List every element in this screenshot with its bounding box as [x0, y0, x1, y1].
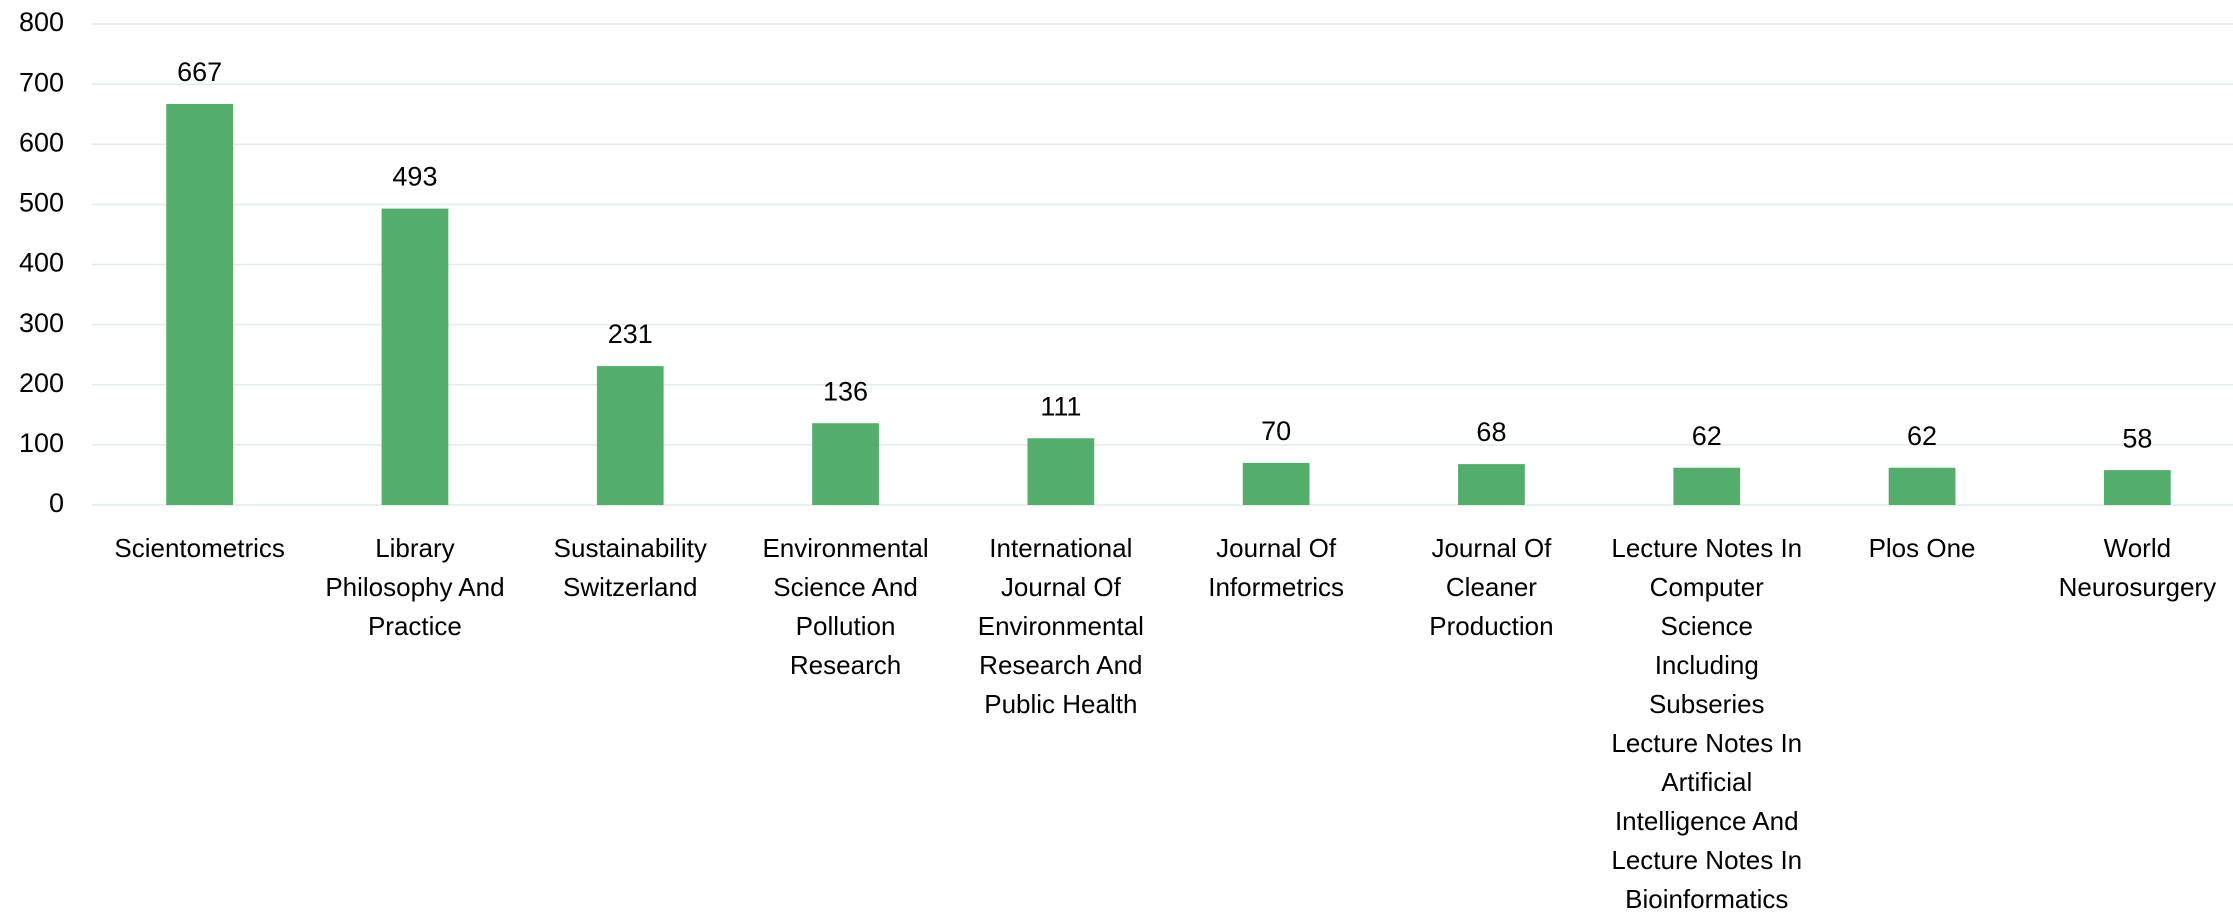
x-tick-label: Journal Of Informetrics — [1208, 533, 1345, 602]
x-tick-label: Lecture Notes In Computer Science Includ… — [1611, 533, 1803, 913]
bar — [2103, 470, 2171, 505]
x-tick-label: Sustainability Switzerland — [553, 533, 707, 602]
data-label: 136 — [823, 376, 868, 406]
x-tick-label: Environmental Science And Pollution Rese… — [762, 533, 929, 680]
data-label: 111 — [1040, 391, 1081, 421]
data-label: 68 — [1476, 417, 1506, 447]
data-label: 667 — [177, 57, 222, 87]
data-label: 493 — [392, 162, 437, 192]
y-tick-label: 0 — [49, 488, 64, 518]
bar — [1888, 467, 1956, 505]
y-tick-label: 500 — [19, 188, 64, 218]
y-tick-label: 800 — [19, 7, 64, 37]
x-tick-label: Scientometrics — [114, 533, 285, 563]
data-label: 62 — [1907, 421, 1937, 451]
bar — [812, 423, 879, 505]
bar — [166, 103, 234, 505]
bar — [1458, 464, 1525, 505]
bar — [596, 366, 664, 505]
y-tick-label: 300 — [19, 308, 64, 338]
data-label: 58 — [2122, 423, 2152, 453]
data-label: 70 — [1261, 416, 1291, 446]
y-tick-label: 600 — [19, 127, 64, 157]
y-tick-label: 400 — [19, 248, 64, 278]
bar — [1673, 467, 1741, 505]
data-label: 62 — [1692, 421, 1722, 451]
x-tick-label: World Neurosurgery — [2058, 533, 2217, 602]
data-label: 231 — [608, 319, 653, 349]
y-tick-label: 200 — [19, 368, 64, 398]
x-tick-label: Journal Of Cleaner Production — [1429, 533, 1554, 641]
x-tick-label: International Journal Of Environmental R… — [977, 533, 1144, 719]
y-tick-label: 100 — [19, 428, 64, 458]
y-tick-label: 700 — [19, 67, 64, 97]
bar — [1242, 462, 1310, 505]
bar — [1027, 438, 1095, 505]
x-tick-label: Library Philosophy And Practice — [325, 533, 505, 641]
bar — [381, 208, 449, 506]
x-tick-label: Plos One — [1868, 533, 1976, 563]
